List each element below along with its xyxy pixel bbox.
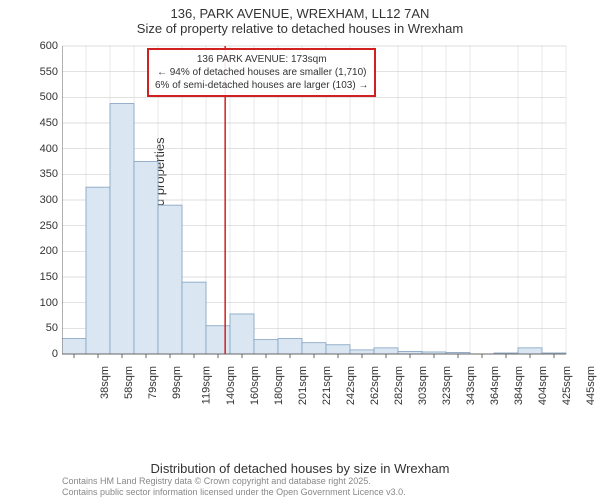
x-tick-label: 323sqm: [441, 366, 453, 405]
x-tick-label: 38sqm: [99, 366, 111, 399]
x-tick-label: 404sqm: [537, 366, 549, 405]
x-tick-label: 343sqm: [465, 366, 477, 405]
x-tick-label: 119sqm: [200, 366, 212, 404]
histogram-bar: [302, 343, 326, 354]
y-tick-label: 100: [40, 297, 58, 309]
x-tick-label: 282sqm: [393, 366, 405, 405]
y-tick-label: 550: [40, 66, 58, 78]
y-tick-label: 350: [40, 168, 58, 180]
x-tick-label: 99sqm: [171, 366, 183, 399]
x-tick-label: 79sqm: [147, 366, 159, 399]
x-tick-label: 364sqm: [489, 366, 501, 405]
y-tick-label: 300: [40, 194, 58, 206]
chart-title-main: 136, PARK AVENUE, WREXHAM, LL12 7AN: [0, 0, 600, 21]
chart-title-sub: Size of property relative to detached ho…: [0, 21, 600, 40]
histogram-bar: [86, 187, 110, 354]
annotation-line2: ← 94% of detached houses are smaller (1,…: [155, 66, 368, 79]
x-tick-label: 303sqm: [417, 366, 429, 405]
attribution-line2: Contains public sector information licen…: [62, 487, 406, 498]
y-tick-label: 600: [40, 40, 58, 52]
histogram-bar: [110, 103, 134, 354]
histogram-bar: [230, 314, 254, 354]
x-tick-label: 201sqm: [297, 366, 309, 405]
histogram-bar: [374, 348, 398, 354]
attribution-line1: Contains HM Land Registry data © Crown c…: [62, 476, 406, 487]
y-tick-label: 400: [40, 143, 58, 155]
x-tick-label: 262sqm: [369, 366, 381, 405]
y-tick-label: 500: [40, 91, 58, 103]
y-tick-label: 0: [52, 348, 58, 360]
histogram-bar: [278, 339, 302, 354]
x-tick-label: 140sqm: [225, 366, 237, 405]
x-tick-label: 160sqm: [249, 366, 261, 405]
y-tick-label: 450: [40, 117, 58, 129]
histogram-bar: [350, 350, 374, 354]
histogram-bar: [518, 348, 542, 354]
histogram-bar: [158, 205, 182, 354]
histogram-bar: [326, 345, 350, 354]
plot-svg: [62, 42, 574, 412]
x-axis-label: Distribution of detached houses by size …: [151, 461, 450, 476]
x-tick-label: 221sqm: [321, 366, 333, 405]
y-tick-label: 150: [40, 271, 58, 283]
histogram-bar: [254, 340, 278, 354]
x-tick-label: 445sqm: [585, 366, 597, 405]
annotation-box: 136 PARK AVENUE: 173sqm ← 94% of detache…: [147, 48, 376, 97]
y-tick-label: 200: [40, 245, 58, 257]
attribution: Contains HM Land Registry data © Crown c…: [62, 476, 406, 498]
y-tick-label: 250: [40, 220, 58, 232]
x-tick-label: 58sqm: [123, 366, 135, 399]
y-tick-label: 50: [46, 322, 58, 334]
histogram-bar: [206, 326, 230, 354]
chart-area: Number of detached properties 0501001502…: [62, 42, 574, 412]
x-tick-label: 425sqm: [561, 366, 573, 405]
histogram-bar: [62, 339, 86, 354]
histogram-bar: [134, 162, 158, 355]
x-tick-label: 242sqm: [345, 366, 357, 405]
annotation-line1: 136 PARK AVENUE: 173sqm: [155, 53, 368, 66]
x-tick-label: 180sqm: [273, 366, 285, 405]
annotation-line3: 6% of semi-detached houses are larger (1…: [155, 79, 368, 92]
histogram-bar: [182, 282, 206, 354]
x-tick-label: 384sqm: [513, 366, 525, 405]
